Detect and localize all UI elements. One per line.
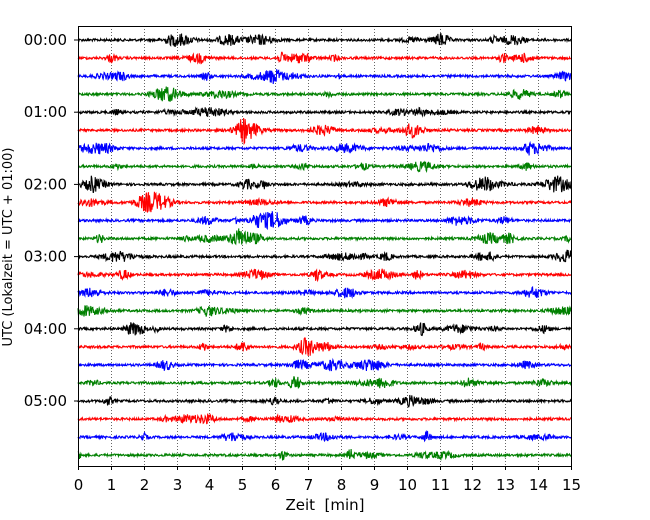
trace-0230: [77, 211, 572, 231]
trace-lines: [77, 33, 572, 461]
trace-0530: [77, 429, 572, 443]
x-tick-label: 12: [463, 476, 482, 494]
trace-0430: [77, 357, 572, 372]
trace-0045: [77, 86, 572, 102]
x-axis-ticks: 0 1 2 3 4 5 6 7 8 9 10 11 12 13 14 15: [74, 466, 581, 494]
y-tick-label: 00:00: [24, 31, 67, 49]
trace-0400: [77, 322, 572, 337]
trace-0515: [77, 412, 572, 425]
trace-0300: [77, 249, 572, 263]
trace-0030: [77, 69, 572, 85]
trace-0245: [77, 228, 572, 246]
x-tick-label: 8: [337, 476, 347, 494]
trace-0015: [77, 51, 572, 65]
y-axis-title: UTC (Lokalzeit = UTC + 01:00): [1, 148, 16, 347]
vertical-grid: [111, 26, 539, 466]
y-tick-label: 02:00: [24, 175, 67, 193]
trace-0415: [77, 337, 572, 357]
x-tick-label: 2: [140, 476, 150, 494]
x-tick-label: 7: [304, 476, 314, 494]
trace-0215: [77, 191, 572, 213]
y-axis-ticks: 00:00 01:00 02:00 03:00 04:00 05:00: [24, 31, 78, 410]
x-tick-label: 15: [562, 476, 581, 494]
x-tick-label: 11: [431, 476, 450, 494]
trace-0315: [77, 268, 572, 283]
trace-0000: [77, 33, 572, 47]
x-tick-label: 13: [496, 476, 515, 494]
x-tick-label: 5: [238, 476, 248, 494]
trace-0500: [77, 394, 572, 408]
y-tick-label: 04:00: [24, 320, 67, 338]
trace-0545: [77, 448, 572, 461]
trace-0130: [77, 140, 572, 156]
trace-0330: [77, 286, 572, 299]
y-tick-label: 01:00: [24, 103, 67, 121]
x-tick-label: 0: [74, 476, 84, 494]
x-tick-label: 1: [107, 476, 117, 494]
trace-0200: [77, 175, 572, 194]
x-tick-label: 6: [271, 476, 281, 494]
x-tick-label: 3: [173, 476, 183, 494]
x-tick-label: 14: [529, 476, 548, 494]
trace-0445: [77, 376, 572, 389]
trace-0100: [77, 106, 572, 118]
x-tick-label: 9: [370, 476, 380, 494]
y-tick-label: 03:00: [24, 248, 67, 266]
x-axis-title: Zeit [min]: [285, 496, 364, 514]
y-tick-label: 05:00: [24, 392, 67, 410]
x-tick-label: 4: [205, 476, 215, 494]
plot-frame: [78, 26, 572, 467]
trace-0145: [77, 160, 572, 173]
x-tick-label: 10: [398, 476, 417, 494]
trace-0345: [77, 305, 572, 317]
trace-0115: [77, 118, 572, 146]
